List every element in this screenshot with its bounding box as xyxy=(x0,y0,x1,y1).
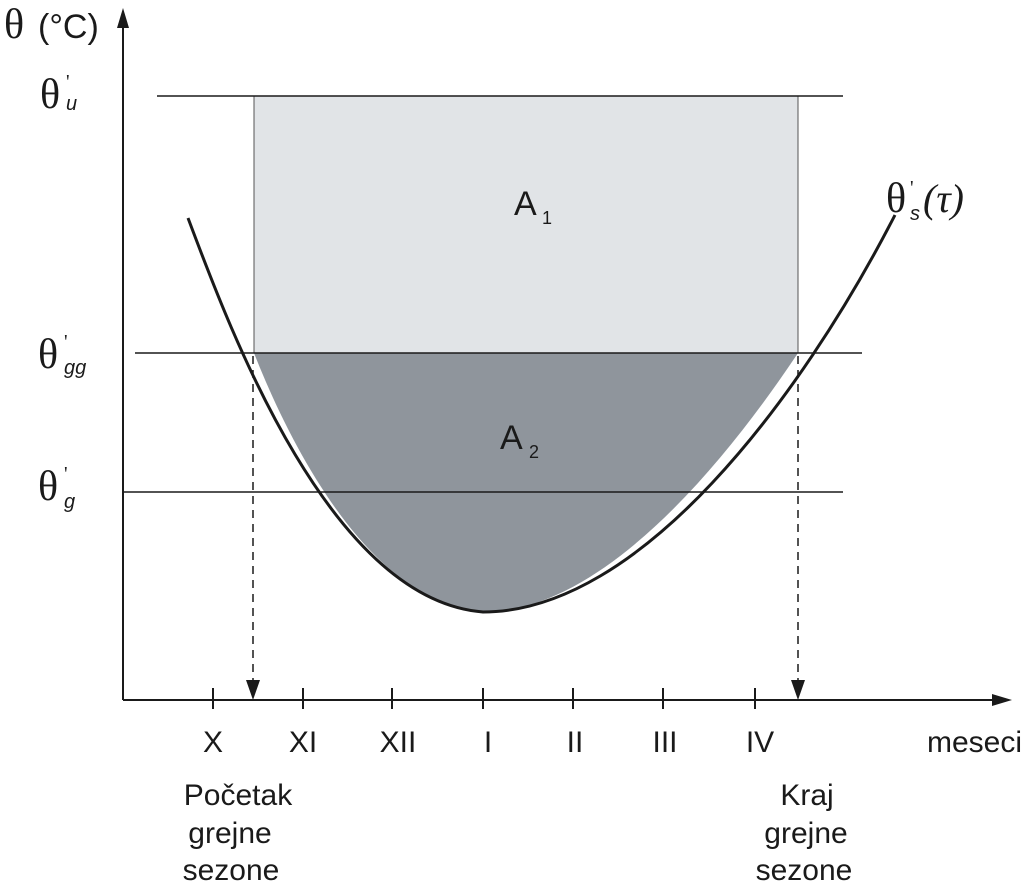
season-start-line-1: Početak xyxy=(184,779,293,812)
area-a1-label: A 1 xyxy=(514,185,552,228)
label-theta-g-sub: g xyxy=(64,491,75,513)
month-label: II xyxy=(567,726,584,759)
curve-label: θ ' s (τ) xyxy=(886,176,964,225)
month-label: X xyxy=(203,726,223,759)
month-label: I xyxy=(484,726,492,759)
month-label: XII xyxy=(380,726,417,759)
y-axis-symbol: θ xyxy=(4,2,24,48)
season-start-line-3: sezone xyxy=(183,854,280,886)
season-start-line-2: grejne xyxy=(188,817,271,850)
label-theta-gg-symbol: θ xyxy=(38,332,58,378)
label-theta-gg-mark: ' xyxy=(64,331,68,353)
label-theta-u: θ ' u xyxy=(40,71,77,118)
season-end-line-1: Kraj xyxy=(780,779,833,812)
label-theta-gg: θ ' gg xyxy=(38,331,86,379)
label-theta-gg-sub: gg xyxy=(64,357,86,379)
area-a2-label: A 2 xyxy=(500,419,539,462)
label-theta-g-mark: ' xyxy=(64,463,68,485)
x-axis-arrow xyxy=(992,694,1012,706)
x-ticks xyxy=(212,688,756,709)
area-a1-letter: A xyxy=(514,185,537,223)
season-start-label: Početak grejne sezone xyxy=(183,779,294,886)
area-a2-sub: 2 xyxy=(529,442,539,462)
y-axis-arrow xyxy=(117,8,129,28)
label-theta-g-symbol: θ xyxy=(38,464,58,510)
temperature-curve xyxy=(186,214,897,614)
x-axis-label: meseci xyxy=(927,726,1022,759)
area-a1-region xyxy=(253,95,799,354)
month-labels: X XI XII I II III IV xyxy=(203,726,774,759)
season-end-arrow xyxy=(791,680,805,700)
season-end-line-2: grejne xyxy=(764,817,847,850)
label-theta-u-symbol: θ xyxy=(40,72,60,118)
label-theta-u-sub: u xyxy=(66,93,77,115)
area-a2-letter: A xyxy=(500,419,523,457)
label-theta-g: θ ' g xyxy=(38,463,75,513)
curve-label-arg: (τ) xyxy=(923,176,964,221)
season-end-line-3: sezone xyxy=(756,854,853,886)
month-label: IV xyxy=(746,726,774,759)
curve-label-sub: s xyxy=(910,203,920,225)
area-a1-sub: 1 xyxy=(542,208,552,228)
month-label: III xyxy=(652,726,677,759)
y-axis-unit: (°C) xyxy=(38,8,99,46)
curve-label-mark: ' xyxy=(910,177,914,199)
month-label: XI xyxy=(289,726,317,759)
area-a2-region xyxy=(254,353,798,612)
season-start-arrow xyxy=(246,680,260,700)
curve-label-symbol: θ xyxy=(886,176,906,222)
label-theta-u-mark: ' xyxy=(66,71,70,93)
season-end-label: Kraj grejne sezone xyxy=(756,779,853,886)
